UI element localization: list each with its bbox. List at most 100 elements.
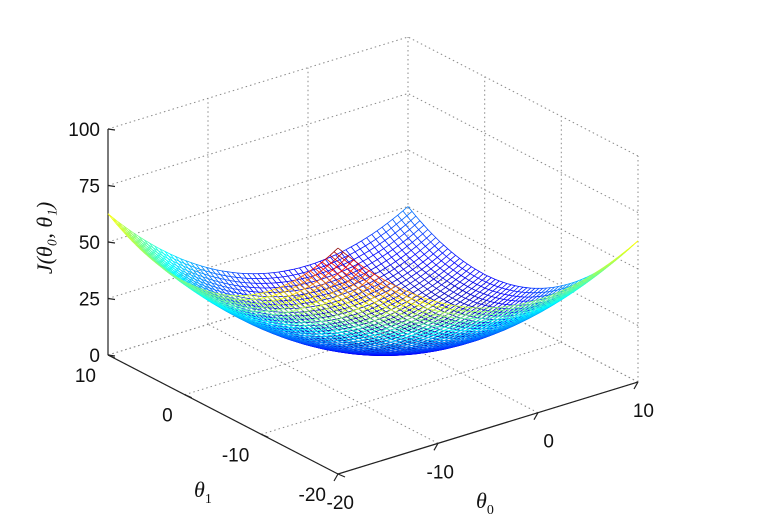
- mesh-segment: [425, 241, 431, 247]
- mesh-segment: [477, 298, 483, 304]
- mesh-segment: [429, 275, 434, 280]
- mesh-segment: [302, 272, 308, 278]
- mesh-segment: [367, 309, 372, 314]
- mesh-segment: [277, 277, 282, 283]
- mesh-segment: [492, 286, 499, 292]
- mesh-segment: [421, 265, 428, 270]
- mesh-segment: [484, 287, 490, 290]
- mesh-segment: [396, 249, 403, 255]
- mesh-segment: [395, 282, 402, 287]
- mesh-segment: [351, 332, 357, 335]
- mesh-segment: [384, 240, 390, 246]
- mesh-segment: [273, 272, 278, 278]
- mesh-segment: [396, 304, 402, 308]
- mesh-segment: [190, 262, 196, 268]
- mesh-segment: [478, 277, 483, 281]
- mesh-segment: [453, 288, 459, 293]
- mesh-segment: [276, 281, 282, 284]
- mesh-segment: [473, 271, 480, 277]
- mesh-segment: [202, 276, 208, 279]
- mesh-segment: [409, 229, 414, 235]
- mesh-segment: [439, 267, 445, 272]
- z-tick-mark: [107, 184, 116, 188]
- mesh-segment: [375, 235, 382, 240]
- mesh-segment: [379, 316, 385, 320]
- mesh-segment: [324, 259, 330, 265]
- mesh-segment: [517, 291, 522, 293]
- mesh-segment: [215, 273, 221, 276]
- mesh-segment: [448, 262, 455, 268]
- mesh-segment: [386, 256, 392, 262]
- mesh-segment: [432, 281, 438, 287]
- mesh-segment: [242, 290, 249, 292]
- mesh-segment: [366, 314, 371, 319]
- mesh-segment: [453, 310, 458, 313]
- mesh-segment: [363, 285, 368, 291]
- mesh-segment: [386, 306, 392, 310]
- mesh-segment: [430, 268, 436, 273]
- mesh-segment: [460, 270, 467, 276]
- mesh-segment: [240, 281, 246, 283]
- mesh-segment: [319, 289, 325, 292]
- mesh-segment: [398, 237, 404, 243]
- mesh-segment: [441, 256, 447, 262]
- mesh-segment: [450, 259, 455, 264]
- mesh-segment: [371, 230, 378, 235]
- side-wall-grid-line: [407, 93, 639, 213]
- mesh-segment: [215, 273, 220, 279]
- mesh-segment: [464, 303, 469, 306]
- mesh-segment: [168, 256, 174, 262]
- mesh-segment: [271, 314, 277, 319]
- mesh-segment: [417, 327, 423, 331]
- mesh-segment: [475, 290, 480, 293]
- mesh-segment: [313, 267, 320, 271]
- mesh-segment: [248, 286, 254, 292]
- mesh-segment: [383, 271, 390, 276]
- mesh-segment: [389, 232, 396, 238]
- mesh-segment: [293, 312, 298, 317]
- mesh-segment: [416, 268, 423, 274]
- mesh-segment: [296, 318, 301, 323]
- y-tick-mark: [261, 433, 269, 438]
- mesh-segment: [359, 319, 366, 322]
- mesh-segment: [220, 274, 226, 277]
- mesh-segment: [500, 293, 505, 295]
- mesh-segment: [476, 279, 483, 285]
- mesh-segment: [194, 267, 200, 273]
- mesh-segment: [312, 314, 318, 319]
- mesh-segment: [404, 261, 409, 267]
- mesh-segment: [363, 304, 370, 308]
- mesh-segment: [229, 280, 235, 282]
- mesh-segment: [397, 317, 404, 321]
- mesh-segment: [472, 282, 478, 285]
- mesh-segment: [524, 292, 530, 298]
- mesh-segment: [506, 283, 512, 286]
- mesh-segment: [206, 280, 212, 284]
- mesh-segment: [381, 222, 388, 228]
- mesh-segment: [164, 251, 170, 257]
- mesh-segment: [179, 278, 184, 282]
- floor-grid-line: [261, 341, 562, 435]
- mesh-segment: [527, 296, 533, 302]
- mesh-segment: [404, 233, 409, 239]
- mesh-segment: [458, 265, 463, 269]
- mesh-segment: [411, 295, 418, 300]
- mesh-segment: [402, 241, 408, 247]
- mesh-segment: [397, 245, 403, 251]
- mesh-segment: [406, 246, 412, 251]
- mesh-segment: [211, 268, 217, 271]
- mesh-segment: [338, 308, 345, 311]
- mesh-segment: [402, 210, 408, 217]
- mesh-segment: [344, 324, 349, 329]
- mesh-segment: [426, 265, 432, 270]
- mesh-segment: [441, 280, 448, 286]
- mesh-segment: [447, 248, 452, 253]
- mesh-segment: [333, 309, 340, 312]
- mesh-segment: [561, 284, 567, 290]
- mesh-segment: [365, 242, 371, 247]
- mesh-segment: [463, 284, 468, 287]
- mesh-segment: [433, 278, 438, 283]
- mesh-segment: [408, 327, 414, 331]
- mesh-segment: [448, 313, 453, 316]
- mesh-segment: [413, 325, 420, 329]
